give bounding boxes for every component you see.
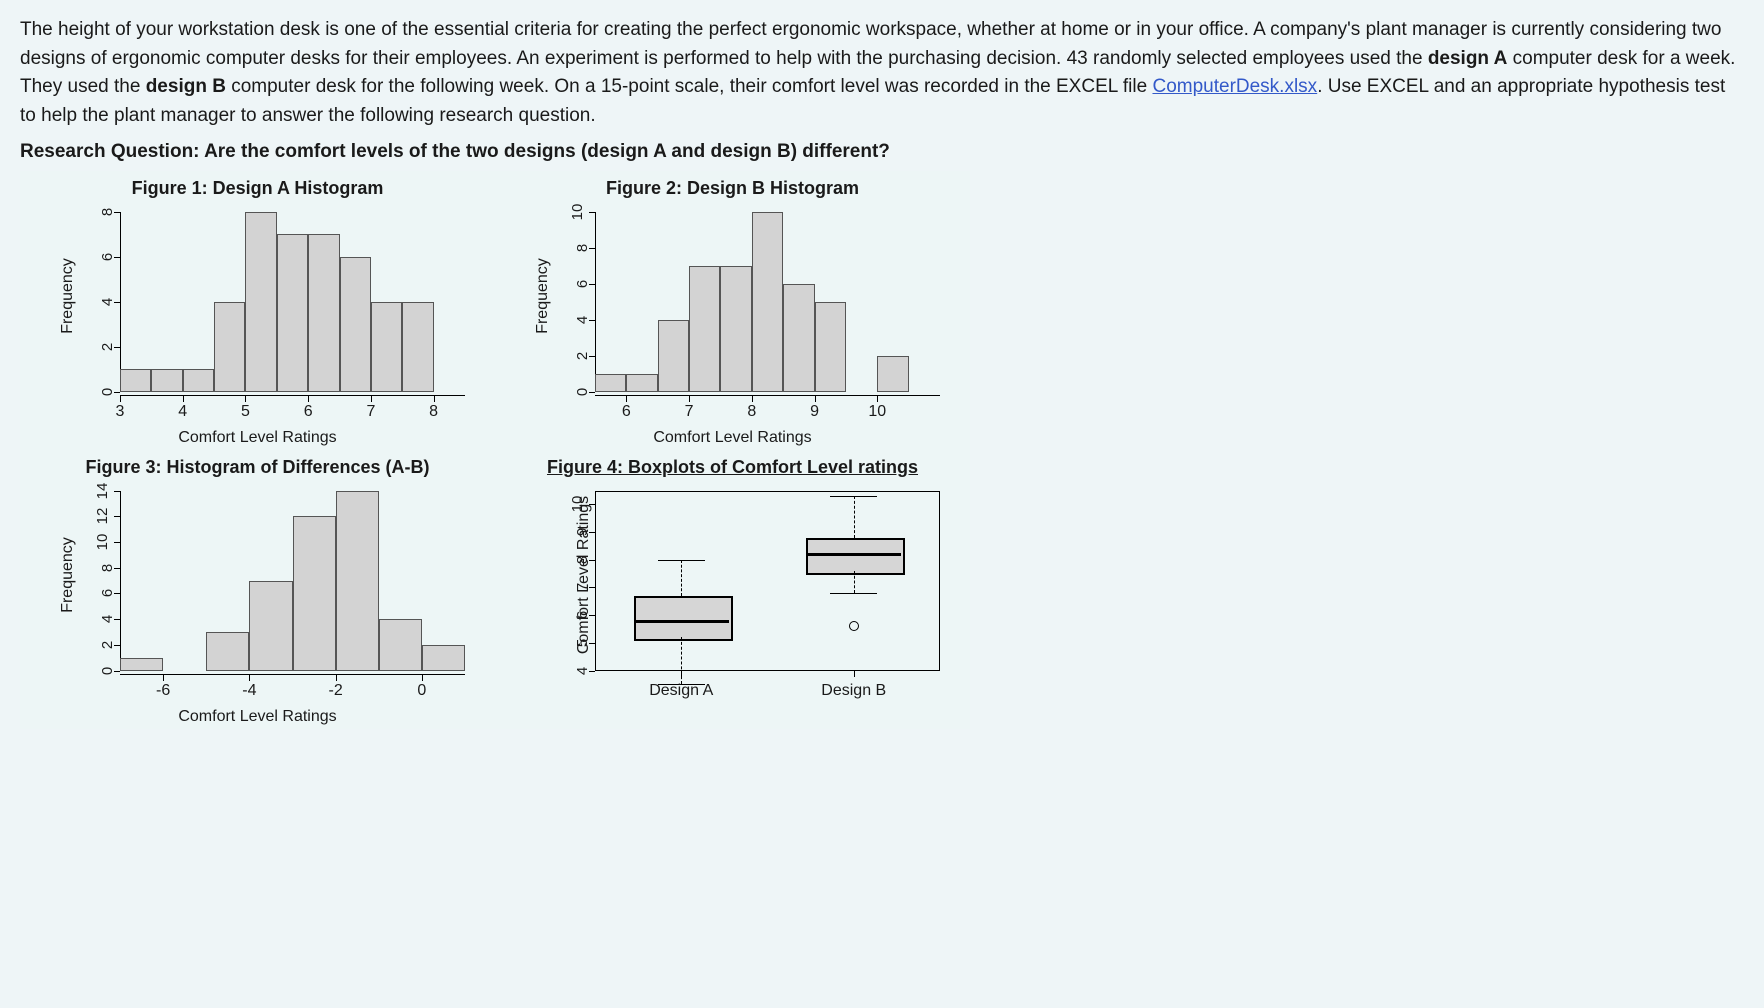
figure-2-ylabel: Frequency	[531, 258, 555, 334]
intro-text-3: computer desk for the following week. On…	[226, 76, 1153, 97]
research-question: Research Question: Are the comfort level…	[20, 138, 1744, 167]
design-b-bold: design B	[146, 76, 226, 97]
figure-3: Comfort Level Ratings Figure 3: Histogra…	[20, 422, 495, 729]
figure-1-xlabel: Comfort Level Ratings	[20, 426, 495, 450]
excel-file-link[interactable]: ComputerDesk.xlsx	[1152, 76, 1317, 97]
design-a-bold: design A	[1428, 48, 1508, 69]
figure-2: Figure 2: Design B Histogram Frequency 0…	[495, 171, 970, 422]
figure-1: Figure 1: Design A Histogram Frequency 0…	[20, 171, 495, 422]
figure-4: Comfort Level Ratings Figure 4: Boxplots…	[495, 422, 970, 729]
figure-1-title: Figure 1: Design A Histogram	[20, 175, 495, 202]
figure-2-xlabel: Comfort Level Ratings	[495, 426, 970, 450]
intro-paragraph: The height of your workstation desk is o…	[20, 16, 1740, 130]
figure-3-ylabel: Frequency	[56, 537, 80, 613]
figure-2-title: Figure 2: Design B Histogram	[495, 175, 970, 202]
figure-3-xlabel: Comfort Level Ratings	[20, 705, 495, 729]
figure-4-title: Figure 4: Boxplots of Comfort Level rati…	[495, 454, 970, 481]
figure-3-title: Figure 3: Histogram of Differences (A-B)	[20, 454, 495, 481]
figures-panel: Figure 1: Design A Histogram Frequency 0…	[20, 171, 970, 729]
figure-1-ylabel: Frequency	[56, 258, 80, 334]
